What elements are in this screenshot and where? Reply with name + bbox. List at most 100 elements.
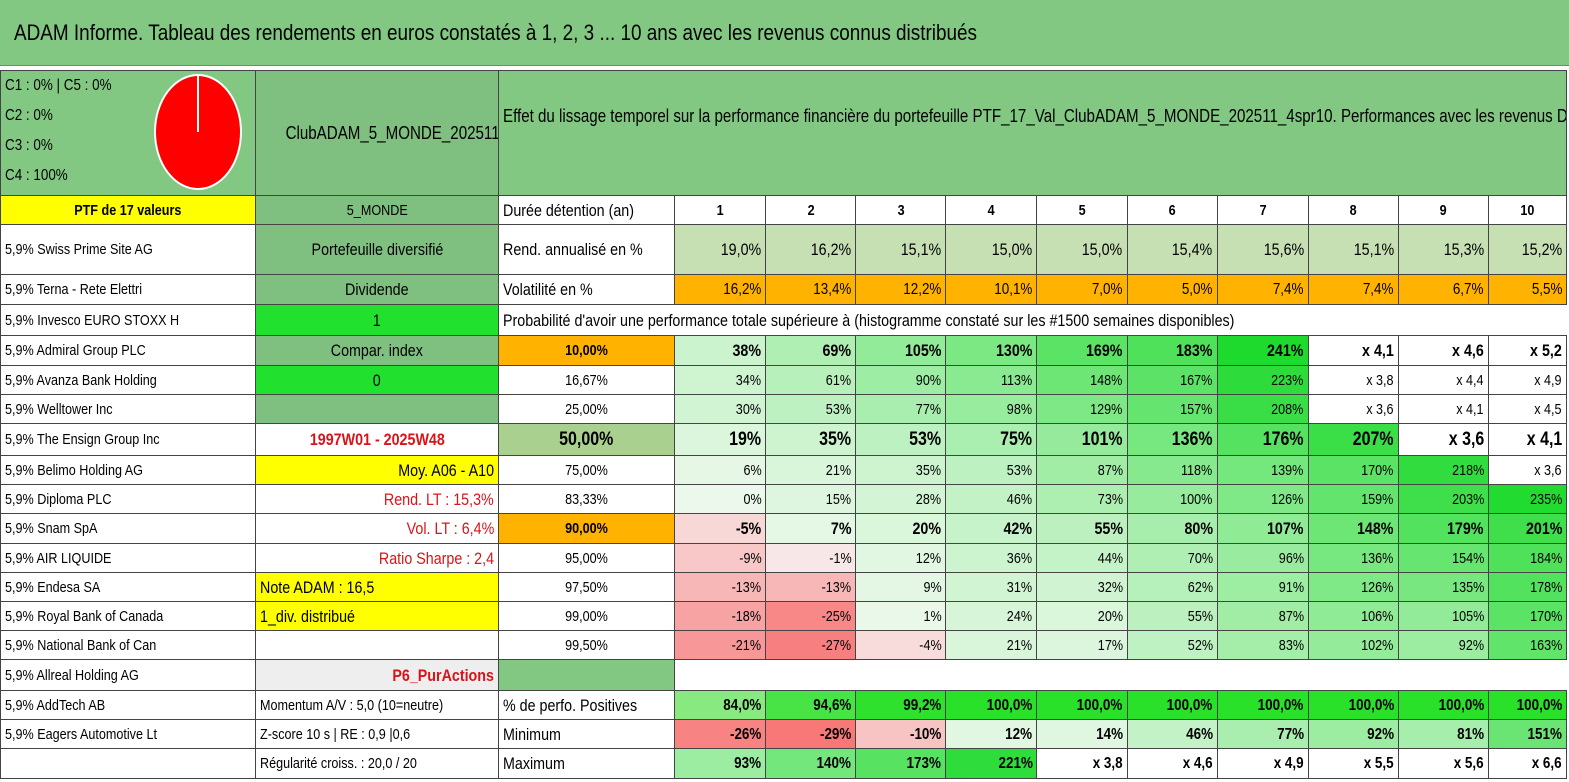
portfolio-type-text: Portefeuille diversifié [311,240,443,259]
prob-value-text: 102% [1361,636,1394,654]
prob-pct: 50,00% [498,423,676,456]
positives-value-text: 99,2% [903,696,942,714]
prob-value-text: 126% [1361,578,1394,596]
momentum: Momentum A/V : 5,0 (10=neutre) [255,690,500,720]
prob-value: 223% [1216,365,1309,395]
prob-value-text: x 3,6 [1448,429,1484,450]
moy-label-text: Moy. A06 - A10 [398,460,495,480]
holding-item-text: 5,9% Admiral Group PLC [5,342,146,359]
prob-value-text: 100% [1180,490,1213,508]
min-value-text: -10% [910,725,942,743]
rend-value-text: 16,2% [810,240,852,259]
prob-value-text: x 4,6 [1452,341,1484,360]
prob-value: 34% [674,365,767,395]
empty-green-cell [498,659,676,691]
holding-item: 5,9% Swiss Prime Site AG [0,224,257,275]
min-label-text: Minimum [503,724,561,744]
prob-value-text: 201% [1525,519,1562,538]
prob-value-text: 96% [1278,549,1304,567]
prob-row: 5,9% Welltower Inc 25,00% 30% 53% 77% 98% 129%… [0,394,1568,424]
max-label-text: Maximum [503,754,565,773]
prob-value-text: 87% [1278,607,1304,625]
p6-label: P6_PurActions [255,659,500,691]
rend-value-text: 15,2% [1521,240,1562,259]
zscore: Z-score 10 s | RE : 0,9 |0,6 [255,719,500,749]
prob-pct: 99,00% [498,601,676,631]
prob-value-text: 77% [916,400,942,418]
min-value: 81% [1397,719,1489,749]
prob-value-text: 19% [729,429,762,450]
prob-value-text: 207% [1352,429,1394,450]
prob-value-text: 80% [1184,519,1213,538]
prob-value-text: 163% [1529,636,1562,654]
prob-value-text: 223% [1271,371,1304,389]
prob-value-text: x 4,4 [1456,371,1484,389]
description-text: Effet du lissage temporel sur la perform… [503,106,1565,126]
prob-value: 106% [1307,601,1399,631]
prob-value: 75% [945,423,1038,456]
prob-pct-text: 95,00% [565,549,608,567]
prob-value: 19% [674,423,767,456]
prob-value: x 3,6 [1397,423,1489,456]
max-value: 221% [945,748,1038,779]
prob-title-text: Probabilité d'avoir une performance tota… [503,310,1235,330]
holding-item: 5,9% AddTech AB [0,690,257,720]
prob-pct: 10,00% [498,335,676,366]
rend-value: 15,4% [1126,224,1218,275]
prob-pct-text: 99,50% [565,636,608,654]
prob-value: 87% [1036,455,1128,485]
prob-value-text: -13% [731,578,762,596]
maximum-row: Régularité croiss. : 20,0 / 20 Maximum 93%… [0,748,1568,779]
prob-value: 96% [1216,543,1309,573]
prob-value-text: 12% [916,549,942,567]
prob-value-text: 159% [1361,490,1394,508]
prob-value-text: 53% [826,400,852,418]
prob-value: -21% [674,630,767,660]
positives-value-text: 100,0% [986,696,1033,714]
prob-value-text: 42% [1003,519,1033,538]
prob-value: 129% [1036,394,1128,424]
prob-value-text: 0% [743,490,762,508]
positives-value: 100,0% [1216,690,1309,720]
year-header-text: 4 [987,201,995,219]
prob-value: 201% [1487,513,1568,544]
holding-item: 5,9% Diploma PLC [0,484,257,514]
prob-value-text: 73% [1097,490,1123,508]
report-title: ADAM Informe. Tableau des rendements en … [14,19,978,45]
prob-pct: 90,00% [498,513,676,544]
prob-value-text: -1% [828,549,852,567]
min-value-text: 77% [1276,725,1304,743]
prob-value: x 5,2 [1487,335,1568,366]
positives-value-text: 100,0% [1438,696,1484,714]
prob-value: 69% [765,335,857,366]
year-header: 1 [674,195,767,225]
compar-label: Compar. index [255,335,500,366]
prob-value: 92% [1397,630,1489,660]
holding-item-text: 5,9% Invesco EURO STOXX H [5,311,180,329]
min-value: 77% [1216,719,1309,749]
vol-value: 7,4% [1216,274,1309,305]
rend-value: 15,2% [1487,224,1568,275]
allocation-line-1: C1 : 0% | C5 : 0% [5,77,112,94]
prob-value: -13% [765,572,857,602]
holding-item-text: 5,9% Royal Bank of Canada [5,607,164,625]
prob-value: 90% [855,365,947,395]
prob-value-text: 70% [1187,549,1213,567]
rend-value: 15,0% [945,224,1038,275]
min-value-text: -29% [819,725,852,743]
positives-value-text: 94,6% [813,696,852,714]
prob-value: 17% [1036,630,1128,660]
momentum-text: Momentum A/V : 5,0 (10=neutre) [260,696,444,714]
max-value-text: 173% [907,755,942,772]
holding-item-text: 5,9% Welltower Inc [5,400,113,418]
prob-value-text: -25% [821,607,852,625]
prob-value-text: 178% [1529,578,1562,596]
holding-item: 5,9% Snam SpA [0,513,257,544]
prob-value-text: 30% [736,400,762,418]
holding-item: 5,9% Belimo Holding AG [0,455,257,485]
year-header: 8 [1307,195,1399,225]
rend-value-text: 15,3% [1443,240,1484,259]
prob-value-text: 61% [826,371,852,389]
positives-value-text: 100,0% [1167,696,1213,714]
prob-value-text: 157% [1180,400,1213,418]
